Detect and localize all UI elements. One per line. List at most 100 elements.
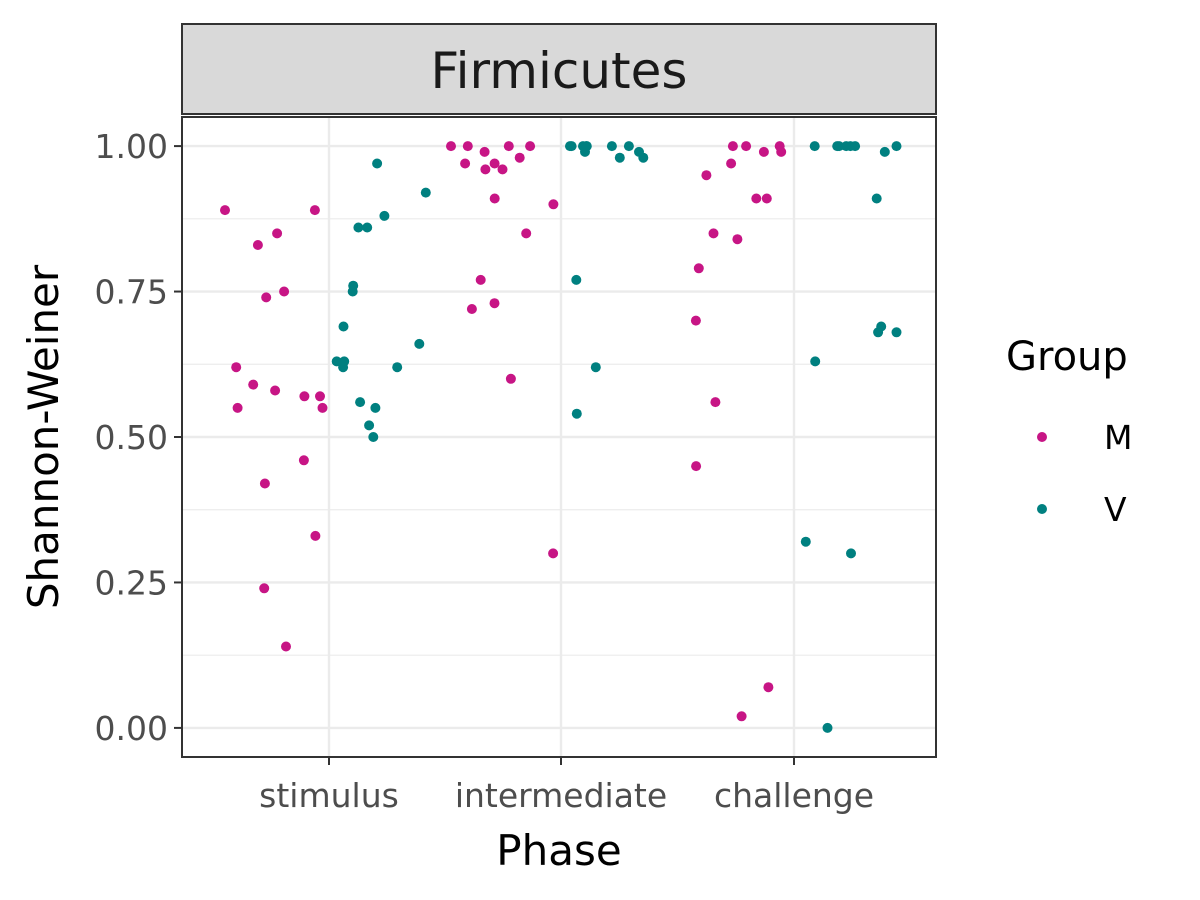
y-tick-label: 0.00 <box>95 709 168 748</box>
data-point-M-intermediate <box>548 548 559 559</box>
data-point-V-challenge <box>800 536 811 547</box>
data-point-M-stimulus <box>252 240 263 250</box>
legend-key-V <box>1037 504 1047 514</box>
data-point-M-challenge <box>741 141 752 152</box>
data-point-V-stimulus <box>355 397 366 408</box>
legend-label-M: M <box>1104 418 1132 457</box>
data-point-M-challenge <box>776 146 787 157</box>
facet-strip <box>181 23 937 115</box>
y-tick-label: 0.25 <box>95 563 168 602</box>
data-point-M-stimulus <box>259 478 270 489</box>
data-point-M-intermediate <box>497 164 508 175</box>
data-point-V-intermediate <box>590 362 601 373</box>
data-point-V-intermediate <box>623 141 634 152</box>
data-point-V-stimulus <box>347 286 358 297</box>
data-point-M-stimulus <box>248 379 259 390</box>
data-point-M-challenge <box>690 315 701 326</box>
y-tick-label: 0.50 <box>95 418 168 457</box>
data-point-M-intermediate <box>480 164 491 175</box>
data-point-M-intermediate <box>525 141 536 152</box>
data-point-V-challenge <box>832 141 843 152</box>
data-point-M-stimulus <box>261 292 272 303</box>
data-point-M-intermediate <box>460 158 471 169</box>
data-point-V-challenge <box>873 327 884 338</box>
legend-label-V: V <box>1104 490 1127 529</box>
data-point-M-intermediate <box>521 228 532 239</box>
x-axis: stimulus intermediate challenge <box>259 757 874 815</box>
data-point-M-intermediate <box>475 274 486 285</box>
data-point-M-stimulus <box>279 286 290 297</box>
data-point-M-stimulus <box>317 402 328 413</box>
data-point-V-stimulus <box>362 222 373 233</box>
legend: Group MV <box>1006 334 1132 529</box>
data-point-V-stimulus <box>353 222 364 233</box>
data-point-V-challenge <box>809 141 820 152</box>
data-point-M-challenge <box>758 146 769 157</box>
data-point-M-stimulus <box>220 205 230 216</box>
data-point-M-challenge <box>726 158 737 169</box>
x-tick-label-challenge: challenge <box>714 776 874 815</box>
data-point-V-stimulus <box>372 158 383 169</box>
data-point-V-stimulus <box>414 338 425 349</box>
data-point-V-stimulus <box>368 432 379 442</box>
data-point-M-stimulus <box>298 455 309 466</box>
data-point-V-stimulus <box>338 362 349 373</box>
data-point-V-stimulus <box>331 356 342 367</box>
data-point-V-challenge <box>891 327 902 338</box>
data-point-M-intermediate <box>548 199 559 210</box>
data-point-M-stimulus <box>281 641 291 652</box>
data-point-V-challenge <box>871 193 882 204</box>
data-point-V-challenge <box>879 146 890 157</box>
data-point-M-stimulus <box>272 228 283 239</box>
data-point-V-stimulus <box>392 362 403 373</box>
x-axis-title: Phase <box>496 826 621 875</box>
facet-title: Firmicutes <box>431 42 688 100</box>
data-point-M-stimulus <box>259 583 270 594</box>
data-point-V-challenge <box>841 141 852 152</box>
data-point-M-stimulus <box>315 391 325 402</box>
data-point-V-intermediate <box>638 152 649 163</box>
data-point-V-challenge <box>810 356 821 367</box>
data-point-M-challenge <box>732 234 743 245</box>
data-point-M-intermediate <box>466 304 477 314</box>
data-point-M-challenge <box>691 461 702 472</box>
data-point-M-challenge <box>736 711 747 722</box>
data-point-M-challenge <box>701 170 712 181</box>
data-point-V-stimulus <box>370 402 381 413</box>
data-point-V-stimulus <box>379 210 390 221</box>
y-tick-label: 0.75 <box>95 273 168 312</box>
data-point-V-stimulus <box>338 321 349 332</box>
legend-key-M <box>1037 432 1047 442</box>
data-point-M-stimulus <box>231 362 242 373</box>
data-point-M-intermediate <box>514 152 525 163</box>
data-point-V-intermediate <box>571 274 582 285</box>
y-axis-title: Shannon-Weiner <box>19 264 68 609</box>
data-point-V-challenge <box>850 141 861 152</box>
data-point-M-challenge <box>708 228 719 239</box>
data-point-M-intermediate <box>489 193 500 204</box>
data-point-M-stimulus <box>309 205 320 216</box>
data-point-M-intermediate <box>503 141 514 152</box>
data-point-M-intermediate <box>489 298 500 309</box>
data-point-M-challenge <box>763 682 774 693</box>
x-tick-label-stimulus: stimulus <box>259 776 399 815</box>
data-point-M-stimulus <box>270 385 281 396</box>
data-point-M-intermediate <box>489 158 500 169</box>
data-point-V-stimulus <box>364 420 375 431</box>
data-point-M-stimulus <box>232 402 243 413</box>
data-point-M-challenge <box>727 141 738 152</box>
data-points <box>220 141 902 733</box>
data-point-M-intermediate <box>462 141 473 152</box>
data-point-M-intermediate <box>446 141 456 152</box>
data-point-M-intermediate <box>505 373 516 384</box>
data-point-M-stimulus <box>310 530 321 541</box>
data-point-V-intermediate <box>614 152 625 163</box>
x-tick-label-intermediate: intermediate <box>455 776 667 815</box>
data-point-V-challenge <box>891 141 902 152</box>
y-axis: 0.00 0.25 0.50 0.75 1.00 <box>95 127 182 748</box>
data-point-M-stimulus <box>299 391 310 402</box>
grid-lines <box>182 117 936 757</box>
data-point-V-intermediate <box>581 141 592 152</box>
data-point-M-challenge <box>710 397 721 408</box>
data-point-V-intermediate <box>571 408 582 419</box>
